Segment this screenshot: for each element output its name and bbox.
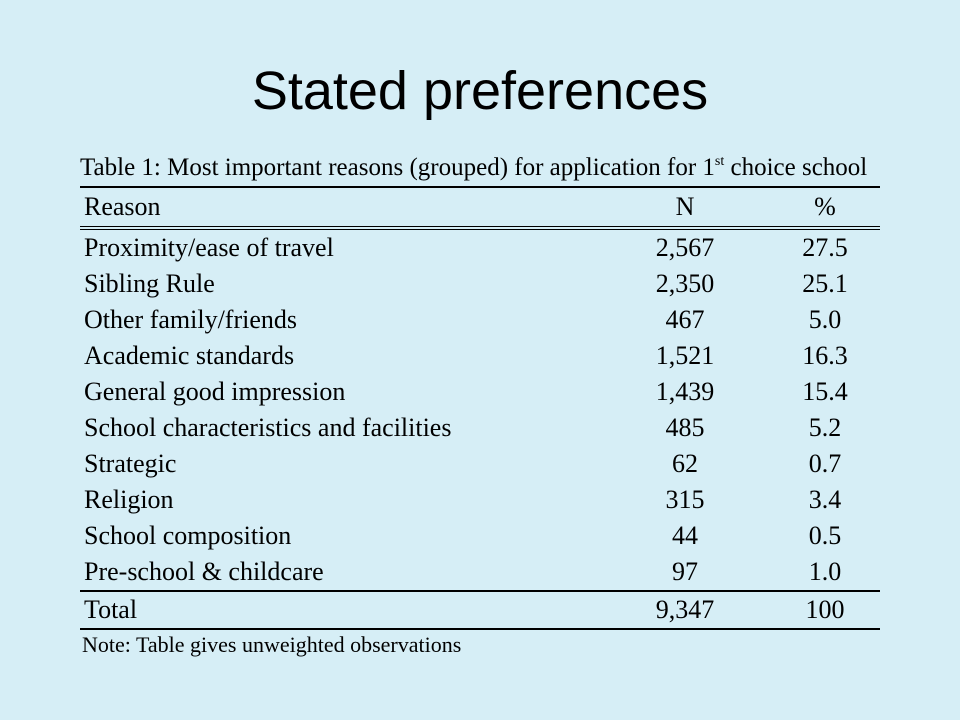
table-caption-end: choice school (724, 154, 868, 181)
table-caption-superscript: st (714, 154, 725, 169)
row-n: 485 (665, 413, 705, 442)
table-row: Religion 315 3.4 (80, 482, 880, 518)
row-reason: Strategic (84, 449, 177, 478)
row-reason: Pre-school & childcare (84, 557, 324, 586)
row-n: 467 (665, 305, 705, 334)
table-row: Academic standards 1,521 16.3 (80, 338, 880, 374)
preferences-table: Table 1: Most important reasons (grouped… (80, 150, 880, 660)
row-n: 2,350 (655, 269, 715, 298)
row-n: 44 (672, 521, 698, 550)
row-n: 1,439 (655, 377, 715, 406)
row-n: 315 (665, 485, 705, 514)
row-percent: 5.2 (808, 413, 842, 442)
table-row: Pre-school & childcare 97 1.0 (80, 554, 880, 590)
table-row: Other family/friends 467 5.0 (80, 302, 880, 338)
table-row: School characteristics and facilities 48… (80, 410, 880, 446)
row-reason: Religion (84, 485, 174, 514)
column-header-n: N (675, 192, 695, 221)
row-reason: General good impression (84, 377, 346, 406)
row-reason: Other family/friends (84, 305, 297, 334)
row-n: 1,521 (655, 341, 715, 370)
row-percent: 0.5 (808, 521, 842, 550)
slide-title: Stated preferences (251, 61, 709, 121)
table-caption: Table 1: Most important reasons (grouped… (80, 150, 880, 188)
column-header-percent: % (814, 192, 836, 221)
row-reason: Sibling Rule (84, 269, 215, 298)
row-n: 97 (672, 557, 698, 586)
total-n: 9,347 (655, 595, 715, 624)
row-reason: Academic standards (84, 341, 295, 370)
row-percent: 0.7 (808, 449, 842, 478)
table-row: Proximity/ease of travel 2,567 27.5 (80, 230, 880, 266)
row-percent: 3.4 (808, 485, 842, 514)
total-percent: 100 (805, 595, 845, 624)
table-row: School composition 44 0.5 (80, 518, 880, 554)
row-reason: Proximity/ease of travel (84, 233, 334, 262)
table-total-row: Total 9,347 100 (80, 590, 880, 630)
row-percent: 25.1 (802, 269, 848, 298)
table-row: General good impression 1,439 15.4 (80, 374, 880, 410)
table-row: Sibling Rule 2,350 25.1 (80, 266, 880, 302)
column-header-reason: Reason (84, 192, 161, 221)
row-reason: School characteristics and facilities (84, 413, 452, 442)
row-percent: 1.0 (808, 557, 842, 586)
row-percent: 15.4 (802, 377, 848, 406)
total-label: Total (84, 595, 138, 624)
table-note: Note: Table gives unweighted observation… (82, 632, 462, 657)
row-percent: 27.5 (802, 233, 848, 262)
row-reason: School composition (84, 521, 292, 550)
row-n: 2,567 (655, 233, 715, 262)
row-percent: 16.3 (802, 341, 848, 370)
table-row: Strategic 62 0.7 (80, 446, 880, 482)
table-header-row: Reason N % (80, 188, 880, 230)
table-caption-main: Table 1: Most important reasons (grouped… (80, 154, 715, 181)
row-percent: 5.0 (808, 305, 842, 334)
row-n: 62 (672, 449, 698, 478)
